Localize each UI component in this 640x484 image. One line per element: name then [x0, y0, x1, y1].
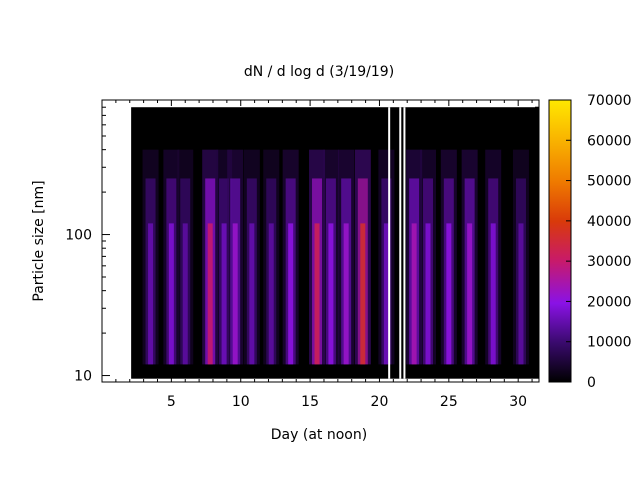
- colorbar: [548, 99, 572, 383]
- colorbar-tick-label: 10000: [587, 335, 632, 351]
- heatmap-cell: [518, 223, 524, 365]
- heatmap-cell: [383, 223, 389, 365]
- heatmap-column: [461, 149, 478, 365]
- heatmap-cell: [411, 223, 417, 365]
- heatmap-cell: [221, 223, 227, 365]
- heatmap-cell: [343, 223, 349, 365]
- y-tick-label: 100: [65, 228, 92, 244]
- x-tick-label: 25: [440, 394, 458, 410]
- heatmap-column: [406, 149, 423, 365]
- colorbar-tick-label: 30000: [587, 254, 632, 270]
- heatmap-column: [420, 149, 437, 365]
- x-axis: 5 10 15 20 25 30: [101, 100, 533, 410]
- heatmap-data: [131, 107, 539, 379]
- data-gap: [403, 107, 406, 379]
- heatmap-cell: [182, 223, 188, 365]
- heatmap-column: [378, 149, 395, 365]
- colorbar-axis: 0 10000 20000 30000 40000 50000 60000 70000: [566, 93, 632, 391]
- heatmap-column: [485, 149, 502, 365]
- heatmap-column: [440, 149, 457, 365]
- data-gap: [399, 107, 402, 379]
- heatmap-column: [322, 149, 339, 365]
- chart-title: dN / d log d (3/19/19): [244, 64, 394, 80]
- y-tick-label: 10: [74, 369, 92, 385]
- heatmap-column: [177, 149, 194, 365]
- heatmap-column: [142, 149, 159, 365]
- heatmap-column: [512, 149, 529, 365]
- heatmap-cell: [490, 223, 496, 365]
- heatmap-column: [309, 149, 326, 365]
- heatmap-cell: [232, 223, 238, 365]
- colorbar-tick-label: 0: [587, 375, 596, 391]
- colorbar-tick-label: 50000: [587, 174, 632, 190]
- x-tick-label: 30: [509, 394, 527, 410]
- x-tick-label: 15: [301, 394, 319, 410]
- heatmap-cell: [168, 223, 174, 365]
- heatmap-cell: [288, 223, 294, 365]
- heatmap-column: [163, 149, 180, 365]
- heatmap-cell: [207, 223, 213, 365]
- heatmap-column: [263, 149, 280, 365]
- heatmap-column: [282, 149, 299, 365]
- colorbar-tick-label: 40000: [587, 214, 632, 230]
- heatmap-cell: [328, 223, 334, 365]
- heatmap-column: [227, 149, 244, 365]
- heatmap-column: [338, 149, 355, 365]
- x-tick-label: 5: [167, 394, 176, 410]
- y-axis: 10 100: [65, 99, 539, 385]
- heatmap-cell: [425, 223, 431, 365]
- heatmap-column: [243, 149, 260, 365]
- heatmap-cell: [314, 223, 320, 365]
- heatmap-cell: [249, 223, 255, 365]
- colorbar-tick-label: 70000: [587, 93, 632, 109]
- colorbar-tick-label: 60000: [587, 133, 632, 149]
- heatmap-column: [354, 149, 371, 365]
- heatmap-cell: [148, 223, 154, 365]
- x-tick-label: 20: [371, 394, 389, 410]
- heatmap-column: [202, 149, 219, 365]
- heatmap-cell: [446, 223, 452, 365]
- heatmap-cell: [360, 223, 366, 365]
- heatmap-cell: [268, 223, 274, 365]
- x-axis-label: Day (at noon): [271, 427, 367, 443]
- data-gap: [388, 107, 391, 379]
- y-axis-label: Particle size [nm]: [31, 180, 47, 301]
- x-tick-label: 10: [232, 394, 250, 410]
- heatmap-cell: [467, 223, 473, 365]
- colorbar-tick-label: 20000: [587, 294, 632, 310]
